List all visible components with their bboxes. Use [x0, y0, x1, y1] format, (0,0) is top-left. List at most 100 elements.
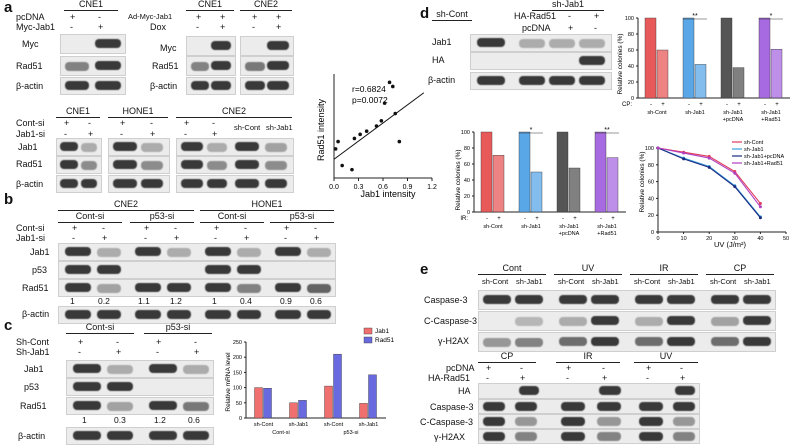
uv-point — [733, 185, 737, 189]
c-legend-label: Jab1 — [375, 328, 389, 335]
sign: - — [244, 223, 247, 233]
category-label: sh-Jab1 — [723, 110, 743, 116]
category-label: +Rad51 — [761, 117, 780, 123]
d-ha-label: HA — [432, 55, 445, 65]
sign: + — [144, 223, 150, 233]
scatter-tick-label: 0.9 — [403, 184, 413, 191]
scatter-point — [391, 84, 395, 89]
d-ir-chart: Relative colonies (%) 0 20 40 60 80 100 IR: - + s… — [455, 127, 626, 237]
e-ir-header: IR — [630, 264, 698, 275]
scatter-tick-label: 0.0 — [329, 184, 339, 191]
tick-label: 20 — [628, 80, 634, 86]
treatment-sign: - — [650, 102, 652, 108]
blot-b-rad51 — [58, 279, 336, 297]
treatment-sign: - — [524, 216, 526, 222]
scatter-point — [350, 167, 354, 172]
b-p53-si-header-2: p53-si — [270, 212, 334, 223]
sign: + — [72, 223, 78, 233]
colony-bar — [694, 64, 707, 99]
uv-point — [682, 157, 686, 161]
scatter-trendline — [333, 92, 425, 160]
blot-d-ha — [470, 52, 612, 70]
c-tick-label: 0 — [239, 416, 242, 422]
scatter-point — [336, 139, 340, 144]
scatter-point — [387, 80, 392, 85]
c-tick-label: 200 — [233, 355, 242, 361]
sign: - — [184, 129, 187, 139]
blot-a-kd-jab1-hone1 — [108, 138, 170, 156]
a-cne1-header-3: CNE1 — [56, 107, 100, 118]
treatment-sign: - — [764, 102, 766, 108]
sign: + — [220, 22, 226, 32]
scatter-point — [382, 101, 387, 105]
sign: - — [144, 233, 147, 243]
d-ir-bars: 0 20 40 60 80 100 IR: - + sh-Cont - + sh-Jab1 - + sh-Ja… — [460, 127, 626, 237]
d-uv-chart: Relative colonies (%) UV (J/m²) 0 20 40 60 8… — [639, 140, 789, 249]
d-sh-jab1-header: sh-Jab1 — [532, 0, 604, 11]
sign: + — [646, 363, 652, 373]
sign: + — [252, 12, 258, 22]
sign: - — [64, 129, 67, 139]
tick-label: 40 — [628, 64, 634, 70]
sign: - — [252, 22, 255, 32]
a-jab1-si-label: Jab1-si — [16, 129, 46, 139]
uv-point — [733, 171, 737, 175]
sign: + — [520, 373, 526, 383]
tick-label: 50 — [783, 236, 789, 242]
blot-a-kd-jab1-cne1 — [56, 138, 102, 156]
category-label: +pcDNA — [559, 231, 580, 237]
colony-bar — [606, 157, 619, 213]
treatment-sign: - — [726, 102, 728, 108]
c-legend: Jab1 Rad51 — [363, 327, 395, 344]
c-category-label: sh-Cont — [254, 422, 274, 428]
sign: - — [194, 337, 197, 347]
sign: + — [78, 337, 84, 347]
a-bactin-label-2: β-actin — [150, 81, 178, 91]
a-cne1-header-2: CNE1 — [186, 0, 234, 11]
c-quant: 1 — [82, 415, 87, 425]
sign: + — [64, 118, 70, 128]
sign: + — [120, 118, 126, 128]
c-bactin-label: β-actin — [18, 431, 46, 441]
e-sh-cont: sh-Cont — [482, 277, 509, 286]
sign: - — [120, 129, 123, 139]
c-cont-si-header: Cont-si — [66, 323, 134, 334]
sign: + — [214, 223, 220, 233]
a-pcdna-label: pcDNA — [16, 12, 45, 22]
sig-label: * — [770, 13, 773, 20]
a-cne2-header-2: CNE2 — [176, 107, 292, 118]
a-bactin-row-label: β-actin — [16, 179, 44, 189]
sign: + — [212, 129, 218, 139]
d-pcdna-label: pcDNA — [522, 23, 551, 33]
scatter-p: p=0.0072 — [352, 95, 388, 105]
c-bar — [324, 385, 333, 419]
d-ir-ylabel: Relative colonies (%) — [455, 149, 462, 210]
e-sh-cont: sh-Cont — [558, 277, 585, 286]
treatment-sign: + — [661, 102, 665, 108]
sign: - — [520, 363, 523, 373]
a-cont-si-label: Cont-si — [16, 118, 45, 128]
scatter-points — [333, 80, 425, 172]
scatter-point — [397, 139, 402, 144]
treatment-sign: + — [535, 216, 539, 222]
c-rad51-label: Rad51 — [20, 401, 47, 411]
sign: - — [566, 373, 569, 383]
sign: - — [486, 373, 489, 383]
c-tick-label: 150 — [233, 370, 242, 376]
b-hone1-header: HONE1 — [200, 200, 334, 211]
b-p53-si-header: p53-si — [130, 212, 194, 223]
sign: + — [174, 233, 180, 243]
c-bar — [298, 400, 307, 419]
sign: + — [88, 129, 94, 139]
treatment-label: CP: — [622, 102, 632, 108]
c-p53-si-header: p53-si — [144, 323, 212, 334]
d-sh-cont-header: sh-Cont — [432, 10, 472, 21]
colony-bar — [770, 49, 783, 99]
scatter-chart: Rad51 intensity Jab1 intensity r=0.6824 … — [316, 74, 437, 199]
sign: + — [98, 22, 104, 32]
tick-label: 40 — [648, 196, 654, 202]
treatment-sign: + — [699, 102, 703, 108]
e-uv-header: UV — [554, 264, 622, 275]
sign: - — [284, 233, 287, 243]
